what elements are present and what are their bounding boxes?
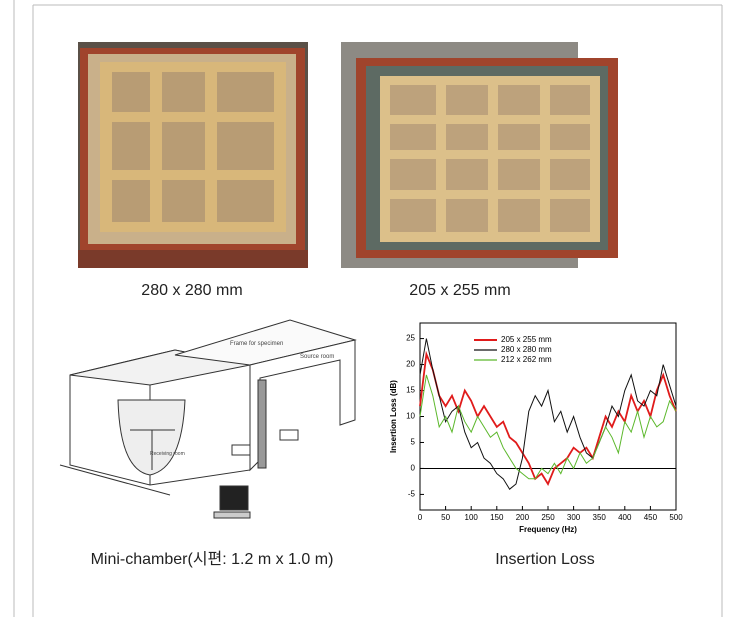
diagram-caption: Mini-chamber(시편: 1.2 m x 1.0 m) <box>91 550 334 568</box>
x-tick-label: 300 <box>567 513 581 522</box>
x-tick-label: 150 <box>490 513 504 522</box>
chart-caption: Insertion Loss <box>495 551 595 568</box>
photo <box>78 42 308 268</box>
chart: 0 50 100 150 200 250 300 350 400 450 500 -5 0 5 10 15 20… <box>389 323 683 534</box>
y-tick-label: 10 <box>406 412 415 421</box>
series-line <box>420 354 676 484</box>
photo <box>341 42 618 268</box>
x-tick-label: 450 <box>644 513 658 522</box>
diagram-label: Receiving room <box>150 451 185 457</box>
y-tick-label: 15 <box>406 386 415 395</box>
x-axis-label: Frequency (Hz) <box>519 525 577 534</box>
diagram <box>60 320 355 518</box>
x-tick-label: 0 <box>418 513 423 522</box>
y-tick-label: 25 <box>406 334 415 343</box>
y-tick-label: 5 <box>411 438 416 447</box>
page: 280 x 280 mm 205 x 255 mm Frame for spe <box>0 0 739 617</box>
photo-caption: 280 x 280 mm <box>141 282 242 299</box>
photo-caption: 205 x 255 mm <box>409 282 510 299</box>
legend-label: 280 x 280 mm <box>501 345 552 354</box>
legend-label: 212 x 262 mm <box>501 355 552 364</box>
x-tick-label: 100 <box>465 513 479 522</box>
y-tick-label: 20 <box>406 360 415 369</box>
diagram-label: Source room <box>300 354 334 360</box>
legend-label: 205 x 255 mm <box>501 335 552 344</box>
x-tick-label: 250 <box>541 513 555 522</box>
x-tick-label: 400 <box>618 513 632 522</box>
diagram-label: Frame for specimen <box>230 341 283 347</box>
x-tick-label: 200 <box>516 513 530 522</box>
x-tick-label: 350 <box>593 513 607 522</box>
y-tick-label: 0 <box>411 464 416 473</box>
y-axis-label: Insertion Loss (dB) <box>389 380 398 453</box>
y-tick-label: -5 <box>408 490 416 499</box>
x-tick-label: 500 <box>669 513 683 522</box>
x-tick-label: 50 <box>441 513 450 522</box>
